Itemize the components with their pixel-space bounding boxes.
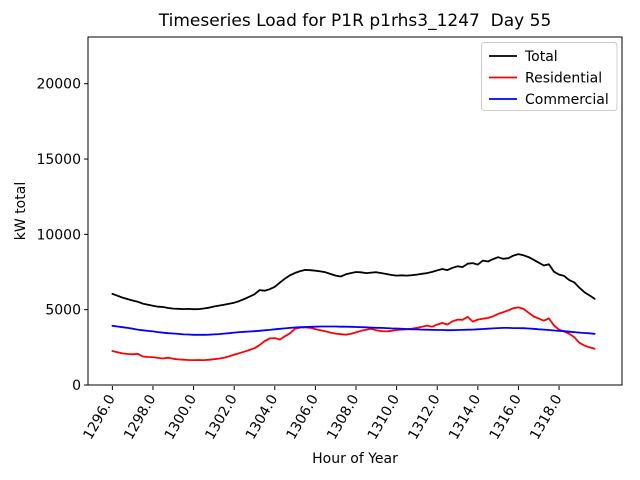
x-tick-label: 1300.0	[162, 392, 200, 442]
legend-label-residential: Residential	[525, 71, 602, 87]
series-lines	[111, 253, 596, 362]
x-tick-label: 1316.0	[487, 392, 525, 442]
x-axis-label: Hour of Year	[312, 451, 398, 467]
legend: Total Residential Commercial	[481, 42, 618, 111]
y-tick-label: 20000	[36, 77, 81, 93]
x-tick-label: 1314.0	[446, 392, 484, 442]
legend-label-commercial: Commercial	[525, 92, 609, 108]
chart-title: Timeseries Load for P1R p1rhs3_1247 Day …	[158, 11, 552, 31]
x-tick-label: 1298.0	[121, 392, 159, 442]
legend-frame	[481, 42, 618, 111]
series-line-commercial	[111, 324, 596, 336]
series-line-residential	[111, 306, 596, 362]
y-axis-label: kW total	[13, 182, 29, 240]
y-tick-label: 0	[72, 378, 81, 394]
y-tick-label: 15000	[36, 152, 81, 168]
plot-frame	[87, 36, 623, 386]
x-tick-label: 1306.0	[284, 392, 322, 442]
y-axis-ticks: 0 5000 10000 15000 20000	[36, 77, 88, 394]
x-tick-label: 1296.0	[80, 392, 118, 442]
series-line-total	[111, 253, 596, 311]
x-axis-ticks: 1296.0 1298.0 1300.0 1302.0 1304.0 1306.0 1308…	[80, 386, 566, 442]
x-tick-label: 1318.0	[527, 392, 565, 442]
x-tick-label: 1312.0	[405, 392, 443, 442]
y-tick-label: 10000	[36, 227, 81, 243]
x-tick-label: 1310.0	[365, 392, 403, 442]
legend-label-total: Total	[524, 49, 558, 65]
x-tick-label: 1304.0	[243, 392, 281, 442]
x-tick-label: 1302.0	[202, 392, 240, 442]
x-tick-label: 1308.0	[324, 392, 362, 442]
y-tick-label: 5000	[45, 303, 81, 319]
